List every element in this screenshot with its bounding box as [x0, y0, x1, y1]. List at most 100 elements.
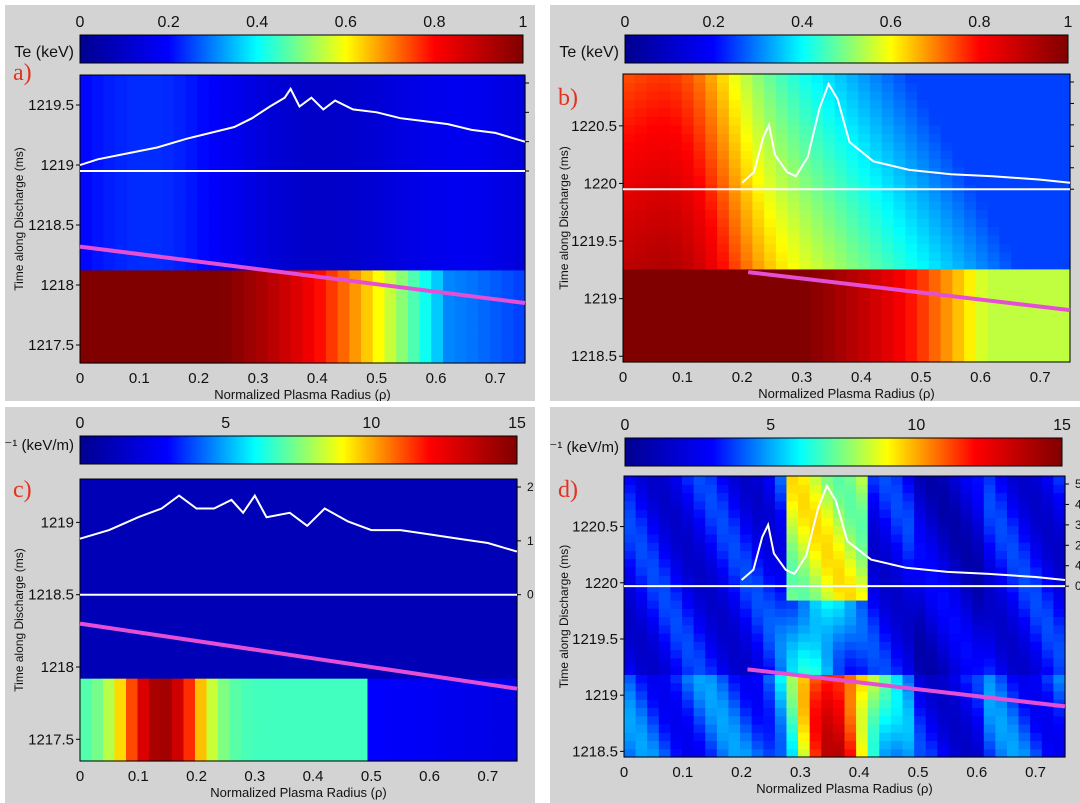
fit-line: [747, 270, 1071, 313]
y-tick-label: 1219: [584, 291, 617, 308]
colorbar-tick-label: 0: [76, 14, 85, 31]
y-tick-label: 1218.5: [28, 587, 74, 604]
colorbar-tick-label: 0: [76, 415, 85, 432]
x-tick-label: 0.7: [1030, 369, 1051, 386]
heatmap: [80, 75, 526, 364]
right-tick-label: 4: [1075, 497, 1080, 511]
panel-tag: d): [558, 477, 578, 503]
x-tick-label: 0: [76, 370, 84, 387]
white-trace: [79, 493, 518, 553]
colorbar-tick-label: 0.8: [423, 14, 445, 31]
x-tick-label: 0.7: [485, 370, 506, 387]
colorbar-tick-label: 10: [907, 417, 925, 434]
y-tick-label: 1218.5: [571, 348, 617, 365]
panel-d: 051015TeL⁻¹ (keV/m)04234500.10.20.30.40.…: [550, 407, 1080, 803]
y-tick-label: 1218: [41, 277, 74, 294]
heatmap: [80, 479, 518, 762]
y-tick-label: 1220: [585, 575, 618, 592]
colorbar-tick-label: 0.6: [880, 14, 902, 31]
x-tick-label: 0.3: [244, 768, 265, 785]
colorbar-tick-label: 0.8: [968, 14, 990, 31]
colorbar-tick-label: 0.2: [157, 14, 179, 31]
panel-c: 051015Te L⁻¹ (keV/m)01200.10.20.30.40.50…: [5, 407, 535, 803]
x-tick-label: 0.3: [790, 764, 811, 781]
y-tick-label: 1220: [584, 175, 617, 192]
x-tick-label: 0.4: [849, 764, 870, 781]
x-tick-label: 0.7: [477, 768, 498, 785]
colorbar-tick-label: 15: [1053, 417, 1071, 434]
x-tick-label: 0.1: [672, 369, 693, 386]
x-tick-label: 0.4: [303, 768, 324, 785]
panel-tag: a): [13, 60, 32, 86]
y-tick-label: 1220.5: [572, 519, 618, 536]
x-axis-label: Normalized Plasma Radius (ρ): [756, 781, 932, 796]
colorbar-tick-label: 5: [766, 417, 775, 434]
x-tick-label: 0.1: [128, 768, 149, 785]
x-tick-label: 0.2: [731, 764, 752, 781]
x-tick-label: 0.6: [970, 369, 991, 386]
y-axis-label: Time along Discharge (ms): [12, 548, 26, 692]
colorbar-tick-label: 0.4: [791, 14, 813, 31]
x-tick-label: 0: [619, 369, 627, 386]
x-tick-label: 0.3: [248, 370, 269, 387]
right-tick-label: 2: [1075, 538, 1080, 552]
colorbar-tick-label: 15: [508, 415, 526, 432]
colorbar-tick-label: 10: [362, 415, 380, 432]
chart-c: 051015Te L⁻¹ (keV/m)01200.10.20.30.40.50…: [5, 415, 534, 800]
x-tick-label: 0.4: [307, 370, 328, 387]
x-tick-label: 0.2: [732, 369, 753, 386]
colorbar-tick-label: 0: [621, 417, 630, 434]
plot-frame: [79, 74, 526, 364]
y-tick-label: 1218: [41, 659, 74, 676]
colorbar-label: Te (keV): [14, 44, 74, 61]
y-tick-label: 1218.5: [28, 217, 74, 234]
y-tick-label: 1218.5: [572, 743, 618, 760]
x-axis-label: Normalized Plasma Radius (ρ): [214, 387, 390, 401]
y-axis-label: Time along Discharge (ms): [557, 545, 571, 689]
heatmap: [623, 74, 1071, 363]
panel-tag: b): [558, 85, 578, 111]
x-tick-label: 0.6: [419, 768, 440, 785]
colorbar-tick-label: 1: [519, 14, 528, 31]
colorbar-tick-label: 5: [221, 415, 230, 432]
fit-line: [747, 667, 1066, 709]
x-tick-label: 0: [620, 764, 628, 781]
x-tick-label: 0.2: [186, 768, 207, 785]
x-axis-label: Normalized Plasma Radius (ρ): [758, 386, 934, 401]
fit-line: [79, 621, 518, 691]
y-tick-label: 1219: [41, 514, 74, 531]
x-tick-label: 0.6: [966, 764, 987, 781]
colorbar-tick-label: 0.6: [335, 14, 357, 31]
colorbar: [624, 34, 1069, 64]
x-tick-label: 0.3: [791, 369, 812, 386]
x-tick-label: 0.1: [129, 370, 150, 387]
right-tick-label: 0: [1075, 579, 1080, 593]
y-tick-label: 1219: [41, 157, 74, 174]
white-trace: [79, 86, 526, 167]
right-tick-label: 5: [1075, 477, 1080, 491]
x-tick-label: 0.6: [426, 370, 447, 387]
colorbar-label: Te (keV): [559, 44, 619, 61]
y-tick-label: 1217.5: [28, 731, 74, 748]
colorbar: [79, 34, 524, 64]
x-tick-label: 0.4: [851, 369, 872, 386]
colorbar-label: TeL⁻¹ (keV/m): [550, 439, 619, 456]
colorbar-tick-label: 0.4: [246, 14, 268, 31]
right-tick-label: 0: [527, 588, 534, 602]
y-tick-label: 1219.5: [572, 631, 618, 648]
plot-frame: [623, 475, 1066, 758]
x-axis-label: Normalized Plasma Radius (ρ): [210, 785, 386, 800]
x-tick-label: 0: [76, 768, 84, 785]
heatmap: [624, 476, 1066, 758]
plot-frame: [79, 478, 518, 762]
y-tick-label: 1217.5: [28, 337, 74, 354]
right-tick-label: 4: [1075, 559, 1080, 573]
right-tick-label: 2: [527, 480, 534, 494]
y-tick-label: 1219.5: [571, 233, 617, 250]
y-tick-label: 1220.5: [571, 118, 617, 135]
x-tick-label: 0.5: [908, 764, 929, 781]
plot-frame: [622, 73, 1071, 363]
x-tick-label: 0.5: [911, 369, 932, 386]
